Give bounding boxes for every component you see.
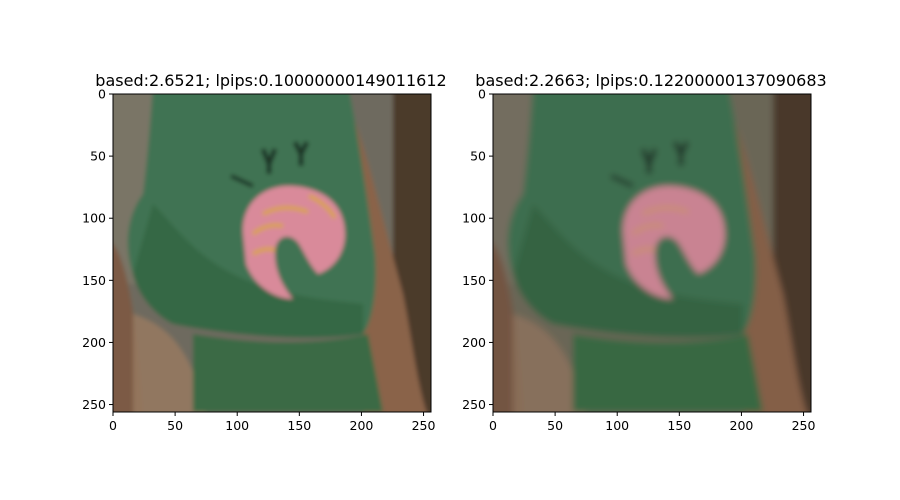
- left-x-tick-label: 50: [167, 418, 183, 433]
- right-y-axis: 0 50 100 150 200 250: [462, 87, 493, 412]
- right-y-tick-label: 250: [462, 397, 486, 412]
- left-y-tick-label: 50: [90, 149, 106, 164]
- right-x-tick-label: 50: [547, 418, 563, 433]
- right-x-tick-label: 250: [792, 418, 816, 433]
- left-y-tick-label: 0: [98, 87, 106, 102]
- left-x-axis: 0 50 100 150 200 250: [109, 412, 436, 433]
- left-x-tick-label: 100: [225, 418, 249, 433]
- left-y-tick-label: 100: [82, 211, 106, 226]
- left-image: [112, 93, 432, 413]
- left-y-axis: 0 50 100 150 200 250: [82, 87, 113, 412]
- right-panel: based:2.2663; lpips:0.12200000137090683: [462, 71, 827, 433]
- left-x-tick-label: 200: [350, 418, 374, 433]
- left-y-tick-label: 150: [82, 273, 106, 288]
- right-y-tick-label: 100: [462, 211, 486, 226]
- left-x-tick-label: 150: [287, 418, 311, 433]
- right-panel-title: based:2.2663; lpips:0.12200000137090683: [475, 71, 826, 90]
- left-x-tick-label: 250: [412, 418, 436, 433]
- right-x-tick-label: 150: [667, 418, 691, 433]
- right-x-tick-label: 200: [730, 418, 754, 433]
- left-panel: based:2.6521; lpips:0.10000000149011612: [82, 71, 447, 433]
- right-y-tick-label: 200: [462, 335, 486, 350]
- left-x-tick-label: 0: [109, 418, 117, 433]
- right-x-axis: 0 50 100 150 200 250: [489, 412, 816, 433]
- left-panel-title: based:2.6521; lpips:0.10000000149011612: [95, 71, 446, 90]
- right-image: [492, 93, 812, 413]
- right-x-tick-label: 0: [489, 418, 497, 433]
- left-y-tick-label: 200: [82, 335, 106, 350]
- right-y-tick-label: 150: [462, 273, 486, 288]
- left-y-tick-label: 250: [82, 397, 106, 412]
- right-y-tick-label: 0: [478, 87, 486, 102]
- right-x-tick-label: 100: [605, 418, 629, 433]
- right-y-tick-label: 50: [470, 149, 486, 164]
